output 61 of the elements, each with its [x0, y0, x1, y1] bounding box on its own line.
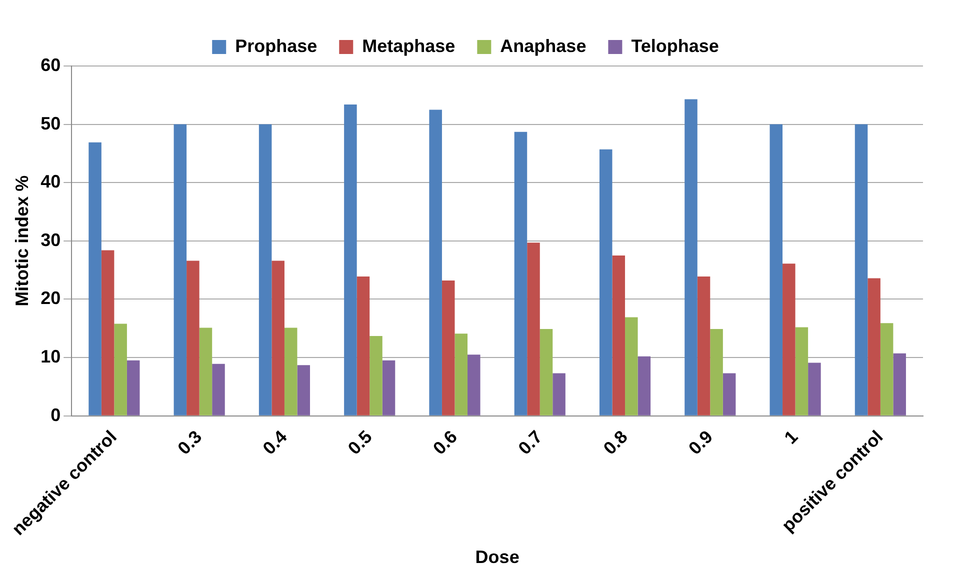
bar	[612, 255, 626, 416]
bar	[356, 276, 370, 416]
y-axis-title: Mitotic index %	[12, 175, 32, 306]
bar	[893, 353, 906, 416]
y-tick-label: 60	[40, 54, 61, 75]
bar	[770, 124, 783, 416]
bar	[442, 280, 455, 416]
bar	[186, 260, 200, 416]
bar	[514, 132, 528, 416]
bar	[697, 276, 710, 416]
y-tick-label: 50	[40, 113, 61, 134]
bar	[199, 328, 212, 416]
y-tick-label: 0	[50, 404, 61, 425]
bar	[468, 354, 480, 416]
y-tick-label: 40	[40, 172, 61, 192]
y-tick-label: 20	[40, 288, 61, 308]
bar	[684, 99, 698, 416]
bar	[88, 142, 102, 416]
x-tick-label: 0.7	[514, 426, 546, 458]
legend-label: Anaphase	[500, 36, 586, 56]
x-tick-label: 0.6	[429, 426, 462, 458]
bar	[868, 278, 880, 416]
bar	[552, 373, 566, 416]
x-tick-label: 0.9	[684, 426, 716, 458]
bar	[126, 360, 140, 416]
bar	[114, 324, 127, 416]
bar	[880, 323, 894, 416]
bar	[527, 242, 540, 416]
bar	[382, 360, 396, 416]
bar	[808, 362, 821, 416]
bar	[429, 110, 442, 416]
bar	[272, 260, 284, 416]
bar	[297, 365, 310, 416]
legend-label: Telophase	[631, 36, 719, 56]
legend-label: Metaphase	[362, 36, 456, 56]
bar	[344, 104, 357, 416]
x-tick-label: 0.4	[258, 426, 291, 458]
legend-label: Prophase	[235, 36, 318, 56]
bar	[638, 356, 651, 416]
bar	[258, 124, 272, 416]
x-tick-label: 0.8	[600, 426, 632, 458]
bar	[782, 264, 796, 416]
bar	[101, 250, 114, 416]
bar	[854, 124, 868, 416]
bar	[625, 317, 638, 416]
bar	[284, 328, 298, 416]
bar	[212, 364, 225, 416]
bar	[599, 149, 612, 416]
y-tick-label: 30	[40, 230, 61, 250]
bar	[370, 336, 382, 416]
bar	[795, 327, 808, 416]
bar	[710, 328, 723, 416]
bar	[454, 334, 468, 416]
bar	[174, 124, 187, 416]
x-tick-label: 0.3	[174, 426, 206, 458]
bar	[722, 373, 736, 416]
bar	[540, 328, 553, 416]
y-tick-label: 10	[40, 346, 61, 366]
x-tick-label: 1	[780, 426, 802, 448]
x-axis-title: Dose	[475, 547, 520, 568]
x-tick-label: 0.5	[344, 426, 376, 458]
